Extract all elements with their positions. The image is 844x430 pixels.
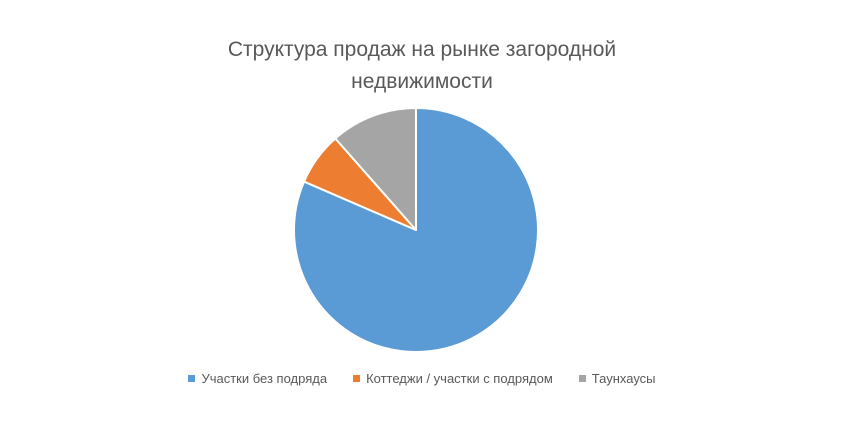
legend-swatch-plots-without-contract: [188, 375, 196, 382]
legend-label-townhouses: Таунхаусы: [591, 371, 656, 386]
legend-label-plots-without-contract: Участки без подряда: [201, 371, 328, 386]
chart-title: Структура продаж на рынке загородной нед…: [227, 38, 617, 93]
legend-label-cottages: Коттеджи / участки с подрядом: [366, 371, 553, 386]
legend-item-plots-without-contract: Участки без подряда: [188, 371, 327, 386]
legend-swatch-cottages: [353, 375, 361, 382]
chart-legend: Участки без подряда Коттеджи / участки с…: [0, 371, 844, 386]
legend-swatch-townhouses: [578, 375, 586, 382]
pie-slice-townhouses: [334, 107, 417, 231]
legend-item-cottages: Коттеджи / участки с подрядом: [353, 371, 553, 386]
legend-item-townhouses: Таунхаусы: [578, 371, 656, 386]
